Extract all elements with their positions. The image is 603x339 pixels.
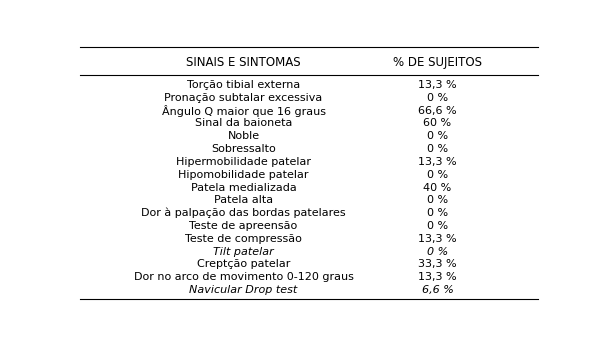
Text: 0 %: 0 % [427, 144, 448, 154]
Text: 0 %: 0 % [427, 131, 448, 141]
Text: Creptção patelar: Creptção patelar [197, 259, 290, 270]
Text: SINAIS E SINTOMAS: SINAIS E SINTOMAS [186, 56, 301, 69]
Text: 6,6 %: 6,6 % [421, 285, 453, 295]
Text: 66,6 %: 66,6 % [418, 106, 457, 116]
Text: 60 %: 60 % [423, 118, 452, 128]
Text: 0 %: 0 % [427, 208, 448, 218]
Text: 33,3 %: 33,3 % [418, 259, 457, 270]
Text: 13,3 %: 13,3 % [418, 234, 457, 244]
Text: Teste de apreensão: Teste de apreensão [189, 221, 298, 231]
Text: Dor no arco de movimento 0-120 graus: Dor no arco de movimento 0-120 graus [134, 272, 353, 282]
Text: % DE SUJEITOS: % DE SUJEITOS [393, 56, 482, 69]
Text: 0 %: 0 % [427, 170, 448, 180]
Text: Tilt patelar: Tilt patelar [213, 247, 274, 257]
Text: 13,3 %: 13,3 % [418, 157, 457, 167]
Text: Pronação subtalar excessiva: Pronação subtalar excessiva [165, 93, 323, 103]
Text: Teste de compressão: Teste de compressão [185, 234, 302, 244]
Text: Torção tibial externa: Torção tibial externa [187, 80, 300, 90]
Text: Hipomobilidade patelar: Hipomobilidade patelar [178, 170, 309, 180]
Text: 0 %: 0 % [427, 221, 448, 231]
Text: Dor à palpação das bordas patelares: Dor à palpação das bordas patelares [141, 208, 346, 218]
Text: 13,3 %: 13,3 % [418, 272, 457, 282]
Text: Patela medializada: Patela medializada [191, 183, 297, 193]
Text: 0 %: 0 % [427, 195, 448, 205]
Text: Patela alta: Patela alta [214, 195, 273, 205]
Text: Sinal da baioneta: Sinal da baioneta [195, 118, 292, 128]
Text: 0 %: 0 % [427, 93, 448, 103]
Text: 13,3 %: 13,3 % [418, 80, 457, 90]
Text: Ângulo Q maior que 16 graus: Ângulo Q maior que 16 graus [162, 105, 326, 117]
Text: 40 %: 40 % [423, 183, 452, 193]
Text: Noble: Noble [227, 131, 260, 141]
Text: 0 %: 0 % [427, 247, 448, 257]
Text: Hipermobilidade patelar: Hipermobilidade patelar [176, 157, 311, 167]
Text: Navicular Drop test: Navicular Drop test [189, 285, 298, 295]
Text: Sobressalto: Sobressalto [211, 144, 276, 154]
